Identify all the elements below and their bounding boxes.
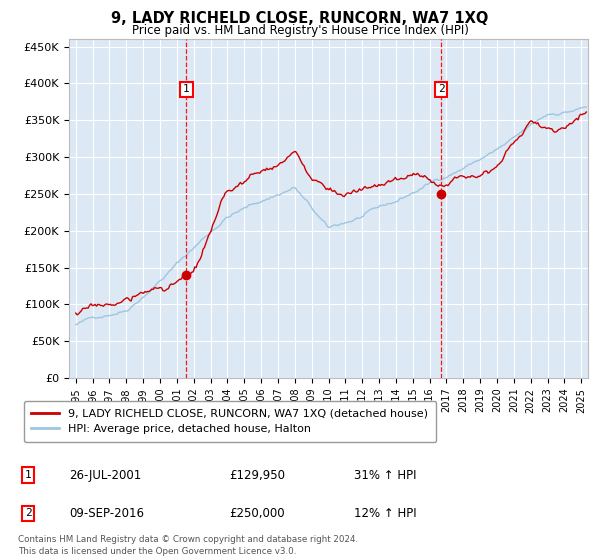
Text: £250,000: £250,000 xyxy=(229,507,284,520)
Text: 26-JUL-2001: 26-JUL-2001 xyxy=(70,469,142,482)
Text: 1: 1 xyxy=(183,85,190,94)
Text: 31% ↑ HPI: 31% ↑ HPI xyxy=(354,469,417,482)
Text: 12% ↑ HPI: 12% ↑ HPI xyxy=(354,507,417,520)
Text: Contains HM Land Registry data © Crown copyright and database right 2024.
This d: Contains HM Land Registry data © Crown c… xyxy=(18,535,358,556)
Text: 2: 2 xyxy=(438,85,445,94)
Text: 2: 2 xyxy=(25,508,32,519)
Text: 9, LADY RICHELD CLOSE, RUNCORN, WA7 1XQ: 9, LADY RICHELD CLOSE, RUNCORN, WA7 1XQ xyxy=(112,11,488,26)
Text: 09-SEP-2016: 09-SEP-2016 xyxy=(70,507,145,520)
Legend: 9, LADY RICHELD CLOSE, RUNCORN, WA7 1XQ (detached house), HPI: Average price, de: 9, LADY RICHELD CLOSE, RUNCORN, WA7 1XQ … xyxy=(23,401,436,442)
Text: Price paid vs. HM Land Registry's House Price Index (HPI): Price paid vs. HM Land Registry's House … xyxy=(131,24,469,36)
Text: 1: 1 xyxy=(25,470,32,480)
Text: £129,950: £129,950 xyxy=(229,469,285,482)
